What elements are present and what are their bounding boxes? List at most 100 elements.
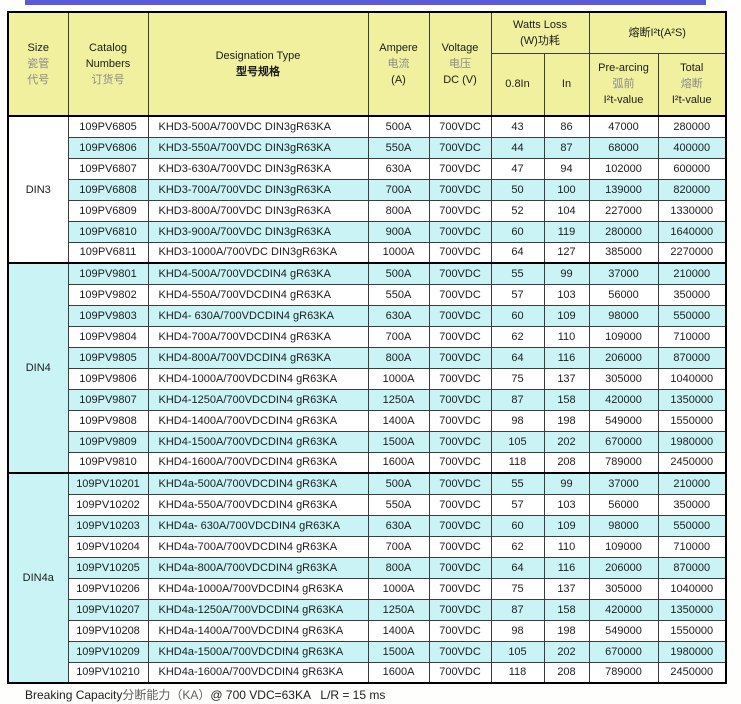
catalog-number-cell: 109PV6810 — [67, 220, 149, 243]
catalog-number-cell: 109PV9801 — [67, 262, 149, 285]
total-i2t-cell: 820000 — [657, 178, 727, 201]
ampere-cell: 1500A — [367, 640, 430, 663]
fuse-spec-table: Size 瓷管 代号 Catalog Numbers 订货号 Designati… — [7, 11, 728, 684]
voltage-cell: 700VDC — [428, 514, 492, 537]
ampere-cell: 800A — [367, 199, 430, 222]
prearcing-i2t-cell: 109000 — [588, 325, 659, 348]
total-i2t-cell: 550000 — [657, 514, 727, 537]
voltage-cell: 700VDC — [428, 388, 492, 411]
designation-cell: KHD4-1400A/700VDCDIN4 gR63KA — [147, 409, 369, 432]
table-row: 109PV9808 KHD4-1400A/700VDCDIN4 gR63KA 1… — [8, 409, 727, 432]
prearcing-i2t-cell: 98000 — [588, 514, 659, 537]
watts-loss-08in-cell: 87 — [490, 388, 545, 411]
table-row: 109PV6807 KHD3-630A/700VDC DIN3gR63KA 63… — [8, 157, 727, 180]
col-header-total: Total 熔断 I²t-value — [657, 52, 727, 117]
prearcing-i2t-cell: 789000 — [588, 451, 659, 474]
voltage-cell: 700VDC — [428, 115, 492, 138]
prearcing-i2t-cell: 789000 — [588, 661, 659, 684]
prearcing-i2t-cell: 98000 — [588, 304, 659, 327]
catalog-number-cell: 109PV9807 — [67, 388, 149, 411]
catalog-number-cell: 109PV9809 — [67, 430, 149, 453]
total-i2t-cell: 1350000 — [657, 388, 727, 411]
col-header-prearcing: Pre-arcing 弧前 I²t-value — [588, 52, 659, 117]
size-cell: DIN4 — [7, 262, 69, 474]
ampere-cell: 550A — [367, 493, 430, 516]
watts-loss-08in-cell: 60 — [490, 220, 545, 243]
total-i2t-cell: 1350000 — [657, 598, 727, 621]
designation-cell: KHD4-500A/700VDCDIN4 gR63KA — [147, 262, 369, 285]
voltage-cell: 700VDC — [428, 199, 492, 222]
watts-loss-in-cell: 202 — [543, 640, 590, 663]
voltage-cell: 700VDC — [428, 304, 492, 327]
catalog-number-cell: 109PV9802 — [67, 283, 149, 306]
table-row: 109PV10205 KHD4a-800A/700VDCDIN4 gR63KA … — [8, 556, 727, 579]
watts-loss-08in-cell: 47 — [490, 157, 545, 180]
table-row: 109PV10202 KHD4a-550A/700VDCDIN4 gR63KA … — [8, 493, 727, 516]
watts-loss-in-cell: 208 — [543, 661, 590, 684]
ampere-cell: 1600A — [367, 661, 430, 684]
designation-cell: KHD3-500A/700VDC DIN3gR63KA — [147, 115, 369, 138]
table-row: 109PV9810 KHD4-1600A/700VDCDIN4 gR63KA 1… — [8, 451, 727, 474]
voltage-cell: 700VDC — [428, 262, 492, 285]
ampere-cell: 1000A — [367, 241, 430, 264]
total-i2t-cell: 1040000 — [657, 367, 727, 390]
total-i2t-cell: 350000 — [657, 493, 727, 516]
designation-cell: KHD3-550A/700VDC DIN3gR63KA — [147, 136, 369, 159]
table-row: 109PV9805 KHD4-800A/700VDCDIN4 gR63KA 80… — [8, 346, 727, 369]
watts-loss-08in-cell: 55 — [490, 262, 545, 285]
prearcing-i2t-cell: 37000 — [588, 262, 659, 285]
total-i2t-cell: 1550000 — [657, 409, 727, 432]
prearcing-i2t-cell: 206000 — [588, 346, 659, 369]
designation-cell: KHD4a- 630A/700VDCDIN4 gR63KA — [147, 514, 369, 537]
watts-loss-08in-cell: 64 — [490, 556, 545, 579]
voltage-cell: 700VDC — [428, 535, 492, 558]
top-divider-bar — [25, 0, 706, 5]
ampere-cell: 800A — [367, 346, 430, 369]
catalog-number-cell: 109PV10204 — [67, 535, 149, 558]
watts-loss-in-cell: 109 — [543, 514, 590, 537]
table-row: 109PV10206 KHD4a-1000A/700VDCDIN4 gR63KA… — [8, 577, 727, 600]
watts-loss-in-cell: 127 — [543, 241, 590, 264]
table-row: 109PV6806 KHD3-550A/700VDC DIN3gR63KA 55… — [8, 136, 727, 159]
table-row: 109PV10208 KHD4a-1400A/700VDCDIN4 gR63KA… — [8, 619, 727, 642]
prearcing-i2t-cell: 670000 — [588, 430, 659, 453]
watts-loss-08in-cell: 118 — [490, 661, 545, 684]
col-header-designation: Designation Type 型号规格 — [147, 11, 369, 117]
catalog-number-cell: 109PV10207 — [67, 598, 149, 621]
watts-loss-08in-cell: 105 — [490, 430, 545, 453]
total-i2t-cell: 1550000 — [657, 619, 727, 642]
catalog-number-cell: 109PV9805 — [67, 346, 149, 369]
watts-loss-08in-cell: 60 — [490, 304, 545, 327]
voltage-cell: 700VDC — [428, 430, 492, 453]
prearcing-i2t-cell: 280000 — [588, 220, 659, 243]
watts-loss-in-cell: 103 — [543, 493, 590, 516]
watts-loss-in-cell: 116 — [543, 346, 590, 369]
catalog-number-cell: 109PV6805 — [67, 115, 149, 138]
catalog-number-cell: 109PV10203 — [67, 514, 149, 537]
prearcing-i2t-cell: 305000 — [588, 367, 659, 390]
watts-loss-in-cell: 116 — [543, 556, 590, 579]
total-i2t-cell: 1980000 — [657, 430, 727, 453]
ampere-cell: 630A — [367, 514, 430, 537]
voltage-cell: 700VDC — [428, 325, 492, 348]
watts-loss-in-cell: 103 — [543, 283, 590, 306]
table-header: Size 瓷管 代号 Catalog Numbers 订货号 Designati… — [7, 11, 727, 117]
voltage-cell: 700VDC — [428, 493, 492, 516]
designation-cell: KHD3-800A/700VDC DIN3gR63KA — [147, 199, 369, 222]
prearcing-i2t-cell: 420000 — [588, 388, 659, 411]
watts-loss-in-cell: 87 — [543, 136, 590, 159]
total-i2t-cell: 1040000 — [657, 577, 727, 600]
voltage-cell: 700VDC — [428, 136, 492, 159]
col-header-watts-08in: 0.8In — [490, 52, 545, 117]
watts-loss-in-cell: 110 — [543, 535, 590, 558]
total-i2t-cell: 870000 — [657, 556, 727, 579]
total-i2t-cell: 400000 — [657, 136, 727, 159]
designation-cell: KHD4-1600A/700VDCDIN4 gR63KA — [147, 451, 369, 474]
footer-text-spec: @ 700 VDC=63KA L/R = 15 ms — [210, 688, 386, 702]
ampere-cell: 700A — [367, 178, 430, 201]
watts-loss-08in-cell: 98 — [490, 409, 545, 432]
watts-loss-in-cell: 158 — [543, 388, 590, 411]
ampere-cell: 550A — [367, 283, 430, 306]
designation-cell: KHD4-550A/700VDCDIN4 gR63KA — [147, 283, 369, 306]
table-row: 109PV9806 KHD4-1000A/700VDCDIN4 gR63KA 1… — [8, 367, 727, 390]
